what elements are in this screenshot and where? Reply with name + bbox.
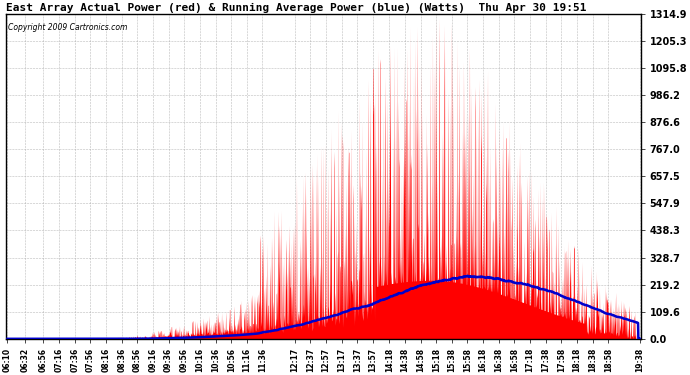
Text: Copyright 2009 Cartronics.com: Copyright 2009 Cartronics.com <box>8 23 127 32</box>
Text: East Array Actual Power (red) & Running Average Power (blue) (Watts)  Thu Apr 30: East Array Actual Power (red) & Running … <box>6 3 587 13</box>
